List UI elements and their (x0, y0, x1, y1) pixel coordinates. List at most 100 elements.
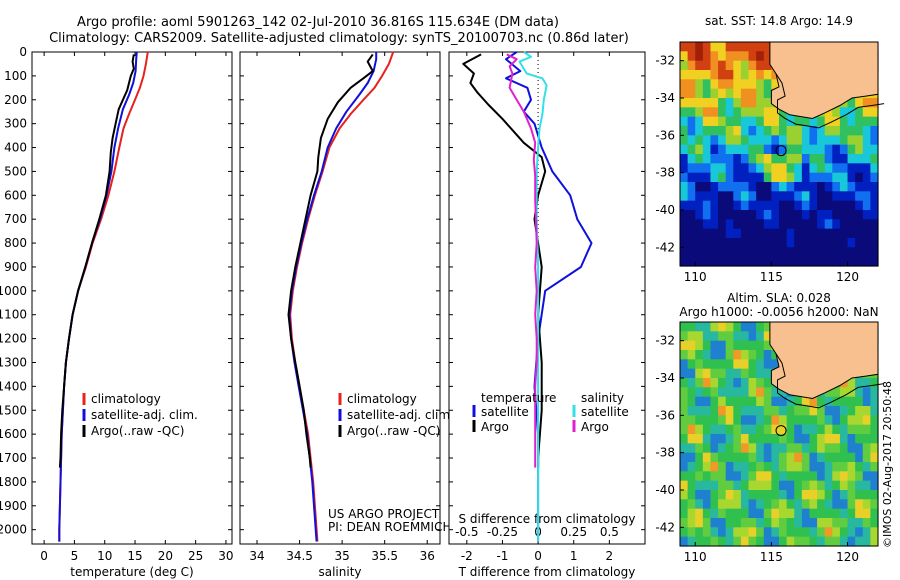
field-cell (725, 135, 734, 146)
field-cell (725, 51, 734, 62)
field-cell (771, 256, 780, 267)
field-cell (809, 480, 818, 491)
field-cell (725, 443, 734, 454)
shelf-contour (775, 353, 885, 409)
field-cell (725, 210, 734, 220)
field-cell (847, 490, 856, 500)
field-cell (763, 415, 772, 426)
field-cell (832, 471, 841, 482)
field-cell (832, 424, 841, 435)
field-cell (756, 434, 765, 444)
field-cell (847, 462, 856, 472)
field-cell (687, 210, 696, 220)
field-cell (725, 182, 734, 192)
field-cell (779, 499, 788, 510)
field-cell (687, 350, 696, 360)
field-cell (786, 191, 795, 202)
field-cell (870, 238, 879, 248)
field-cell (801, 424, 811, 435)
x-axis-label: temperature (deg C) (70, 565, 193, 579)
field-cell (725, 42, 734, 52)
field-cell (695, 331, 704, 342)
field-cell (832, 518, 841, 528)
field-cell (702, 396, 712, 407)
field-cell (832, 415, 841, 426)
field-cell (839, 480, 849, 491)
field-cell (725, 60, 734, 71)
field-cell (870, 135, 879, 146)
field-cell (847, 154, 856, 164)
x2-tick-label: 0.25 (560, 525, 587, 539)
field-cell (687, 415, 696, 426)
y-tick-label: 1800 (0, 475, 27, 489)
field-cell (786, 144, 795, 155)
field-cell (687, 247, 696, 258)
field-cell (839, 415, 849, 426)
x-tick-label: 15 (127, 549, 142, 563)
field-cell (740, 228, 750, 239)
field-cell (725, 70, 734, 80)
field-cell (725, 116, 734, 127)
field-cell (695, 536, 704, 547)
field-cell (824, 256, 833, 267)
field-cell (725, 396, 734, 407)
field-cell (786, 247, 795, 258)
field-cell (718, 200, 727, 211)
field-cell (756, 191, 765, 202)
x-tick-label: 35 (334, 549, 349, 563)
field-cell (839, 434, 849, 444)
field-cell (779, 219, 788, 230)
field-cell (763, 191, 772, 202)
field-cell (695, 471, 704, 482)
field-cell (725, 406, 734, 416)
field-cell (786, 471, 795, 482)
field-cell (832, 154, 841, 164)
series-line-black (58, 54, 135, 468)
field-cell (870, 228, 879, 239)
field-cell (695, 200, 704, 211)
field-cell (779, 238, 788, 248)
field-cell (809, 508, 818, 519)
field-cell (718, 340, 727, 351)
field-cell (756, 480, 765, 491)
field-cell (687, 256, 696, 267)
field-cell (680, 322, 689, 332)
field-cell (824, 200, 833, 211)
field-cell (710, 79, 719, 90)
field-cell (809, 396, 818, 407)
field-cell (847, 163, 856, 174)
field-cell (801, 536, 811, 547)
field-cell (748, 116, 757, 127)
field-cell (832, 191, 841, 202)
field-cell (817, 462, 826, 472)
sla-map-panel: 110 115 120 -32 -34 -36 -38 -40 -42 Altim. SLA: 0… (655, 291, 885, 564)
field-cell (702, 406, 712, 416)
field-cell (763, 154, 772, 164)
field-cell (710, 415, 719, 426)
field-cell (779, 434, 788, 444)
field-cell (718, 210, 727, 220)
x2-axis-label: S difference from climatology (459, 512, 636, 526)
field-cell (801, 154, 811, 164)
field-cell (832, 443, 841, 454)
field-cell (847, 135, 856, 146)
field-cell (710, 443, 719, 454)
field-cell (839, 499, 849, 510)
field-cell (687, 51, 696, 62)
field-cell (832, 200, 841, 211)
field-cell (839, 256, 849, 267)
field-cell (740, 322, 750, 332)
legend-label: Argo(..raw -QC) (347, 424, 440, 438)
field-cell (725, 340, 734, 351)
y-tick-label: 1100 (0, 308, 27, 322)
field-cell (839, 508, 849, 519)
field-cell (779, 228, 788, 239)
field-cell (687, 60, 696, 71)
field-cell (740, 88, 750, 99)
field-cell (763, 200, 772, 211)
field-cell (756, 116, 765, 127)
field-cell (862, 126, 871, 136)
field-cell (680, 452, 689, 463)
field-cell (839, 452, 849, 463)
field-cell (710, 331, 719, 342)
